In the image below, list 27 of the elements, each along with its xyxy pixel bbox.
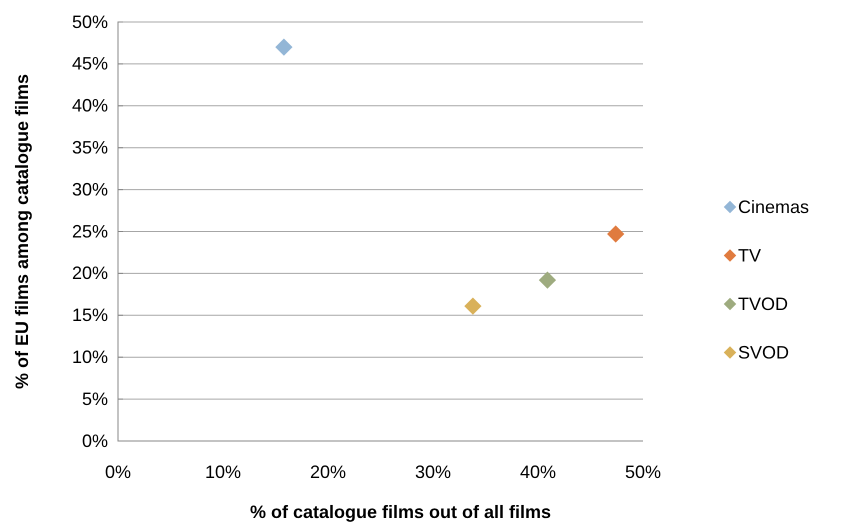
y-axis-title: % of EU films among catalogue films	[12, 74, 32, 390]
y-tick-label: 15%	[72, 305, 108, 326]
y-tick-label: 45%	[72, 54, 108, 74]
y-tick-label: 40%	[72, 96, 108, 116]
y-tick-label: 20%	[72, 263, 108, 284]
legend-label: TV	[738, 246, 762, 266]
legend-label: Cinemas	[738, 197, 810, 217]
x-tick-label: 30%	[414, 462, 452, 482]
x-axis-title: % of catalogue films out of all films	[250, 502, 552, 522]
legend-label: TVOD	[738, 294, 788, 314]
point	[464, 297, 482, 315]
y-tick-label: 5%	[82, 388, 108, 409]
point	[538, 271, 556, 289]
x-tick-label: 40%	[520, 462, 556, 482]
y-tick-label: 10%	[72, 346, 108, 367]
x-tick-label: 20%	[310, 462, 346, 482]
point	[607, 225, 624, 243]
legend-label: SVOD	[738, 342, 790, 362]
y-tick-label: 35%	[72, 137, 108, 158]
y-tick-label: 25%	[72, 221, 108, 242]
y-tick-label: 0%	[82, 430, 108, 451]
x-tick-label: 0%	[104, 462, 132, 482]
y-tick-label: 30%	[72, 179, 108, 200]
x-tick-label: 50%	[624, 462, 662, 482]
y-tick-label: 50%	[72, 12, 108, 32]
point	[275, 38, 293, 56]
x-tick-label: 10%	[204, 462, 242, 482]
